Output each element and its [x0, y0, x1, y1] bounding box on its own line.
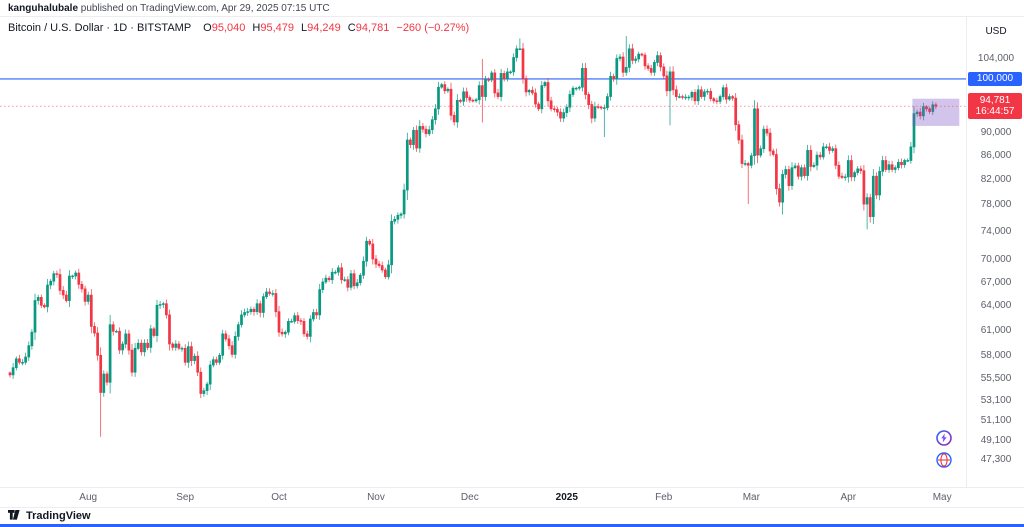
price-tick-label: 55,500 [980, 372, 1012, 384]
time-tick-label[interactable]: Sep [176, 492, 195, 503]
price-tick-label: 82,000 [980, 173, 1012, 185]
price-line-badge[interactable]: 100,000 [968, 71, 1022, 86]
time-tick-label[interactable]: Apr [840, 492, 857, 503]
price-tick-label: 61,000 [980, 324, 1012, 336]
change-value: −260 (−0.27%) [396, 22, 470, 34]
low-label: L [301, 22, 308, 34]
time-tick-label[interactable]: Mar [742, 492, 760, 503]
price-tick-label: 74,000 [980, 226, 1012, 238]
price-tick-label: 51,100 [980, 414, 1012, 426]
price-tick-label: 67,000 [980, 276, 1012, 288]
high-label: H [252, 22, 261, 34]
low-value: 94,249 [307, 22, 341, 34]
time-axis[interactable]: Aug Sep Oct Nov Dec 2025 Feb Mar Apr May [0, 487, 1024, 508]
price-tick-label: 86,000 [980, 149, 1012, 161]
tradingview-logo-icon[interactable] [8, 510, 22, 522]
time-tick-label[interactable]: 2025 [555, 492, 578, 503]
time-tick-label[interactable]: May [932, 492, 952, 503]
time-tick-label[interactable]: Oct [271, 492, 287, 503]
price-tick-label: 70,000 [980, 254, 1012, 266]
open-label: O [203, 22, 212, 34]
tradingview-wordmark[interactable]: TradingView [26, 510, 91, 522]
close-value: 94,781 [355, 22, 390, 34]
time-tick-label[interactable]: Aug [79, 492, 98, 503]
symbol-info-bar[interactable]: Bitcoin / U.S. Dollar · 1D · BITSTAMP O95… [8, 22, 469, 34]
price-tick-label: 58,000 [980, 350, 1012, 362]
time-tick-label[interactable]: Feb [655, 492, 673, 503]
globe-icon [936, 452, 952, 468]
bottom-accent-bar [0, 524, 1024, 527]
price-tick-label: 78,000 [980, 199, 1012, 211]
price-tick-label: 53,100 [980, 395, 1012, 407]
bar-countdown: 16:44:57 [975, 106, 1015, 118]
footer-bar: TradingView [0, 507, 1024, 524]
last-price-value: 94,781 [979, 95, 1011, 107]
close-label: C [347, 22, 356, 34]
time-tick-label[interactable]: Nov [367, 492, 385, 503]
price-tick-label: 64,000 [980, 300, 1012, 312]
high-value: 95,479 [260, 22, 294, 34]
open-value: 95,040 [211, 22, 246, 34]
symbol-title[interactable]: Bitcoin / U.S. Dollar · 1D · BITSTAMP [8, 22, 192, 34]
lightning-icon [936, 430, 952, 446]
highlight-region[interactable] [912, 98, 960, 126]
last-price-badge: 94,781 16:44:57 [968, 93, 1022, 120]
price-tick-label: 47,300 [980, 453, 1012, 465]
attribution-bar: kanguhalubale published on TradingView.c… [0, 0, 1024, 17]
price-tick-label: 49,100 [980, 434, 1012, 446]
share-button[interactable] [936, 452, 952, 468]
price-tick-label: 104,000 [977, 53, 1015, 64]
boost-button[interactable] [936, 430, 952, 446]
candles-down [8, 42, 938, 437]
currency-label: USD [985, 26, 1007, 37]
time-tick-label[interactable]: Dec [460, 492, 479, 503]
publisher-username: kanguhalubale [8, 3, 79, 14]
candles-up [11, 36, 935, 397]
price-axis[interactable]: USD 104,000 100,000 90,000 86,000 82,000 78,0… [966, 17, 1024, 507]
price-tick-label: 90,000 [980, 126, 1012, 138]
attribution-text: published on TradingView.com, Apr 29, 20… [78, 3, 330, 14]
